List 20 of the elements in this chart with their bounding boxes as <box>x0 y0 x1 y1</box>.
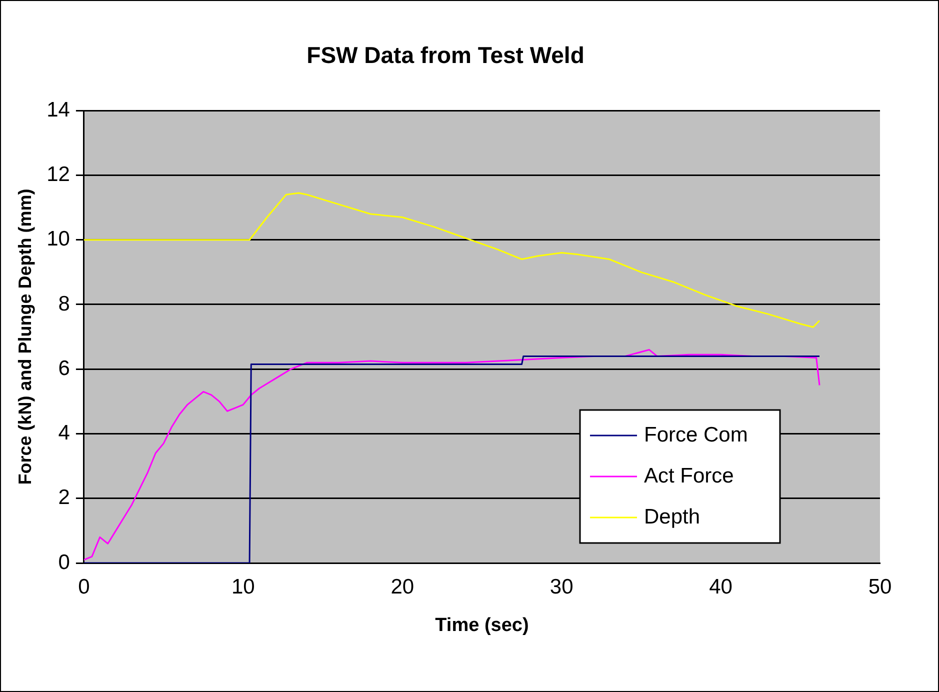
chart-title: FSW Data from Test Weld <box>306 42 584 68</box>
y-tick-label: 6 <box>58 356 70 380</box>
legend-label: Act Force <box>644 464 734 488</box>
y-tick-label: 8 <box>58 292 70 316</box>
x-axis-title: Time (sec) <box>435 614 529 636</box>
x-tick-label: 30 <box>550 575 574 598</box>
y-tick-label: 12 <box>46 163 70 186</box>
x-tick-label: 40 <box>709 575 732 598</box>
y-tick-label: 14 <box>46 98 70 122</box>
legend-label: Force Com <box>644 423 748 446</box>
x-tick-label: 20 <box>390 575 414 598</box>
x-tick-label: 10 <box>231 575 255 598</box>
y-tick-label: 10 <box>46 228 70 251</box>
y-tick-label: 2 <box>58 486 70 510</box>
y-axis-title: Force (kN) and Plunge Depth (mm) <box>14 188 35 485</box>
x-tick-label: 50 <box>868 575 892 598</box>
y-tick-label: 4 <box>58 422 70 445</box>
x-tick-label: 0 <box>78 575 90 598</box>
legend-label: Depth <box>644 505 700 528</box>
y-tick-label: 0 <box>58 550 70 574</box>
